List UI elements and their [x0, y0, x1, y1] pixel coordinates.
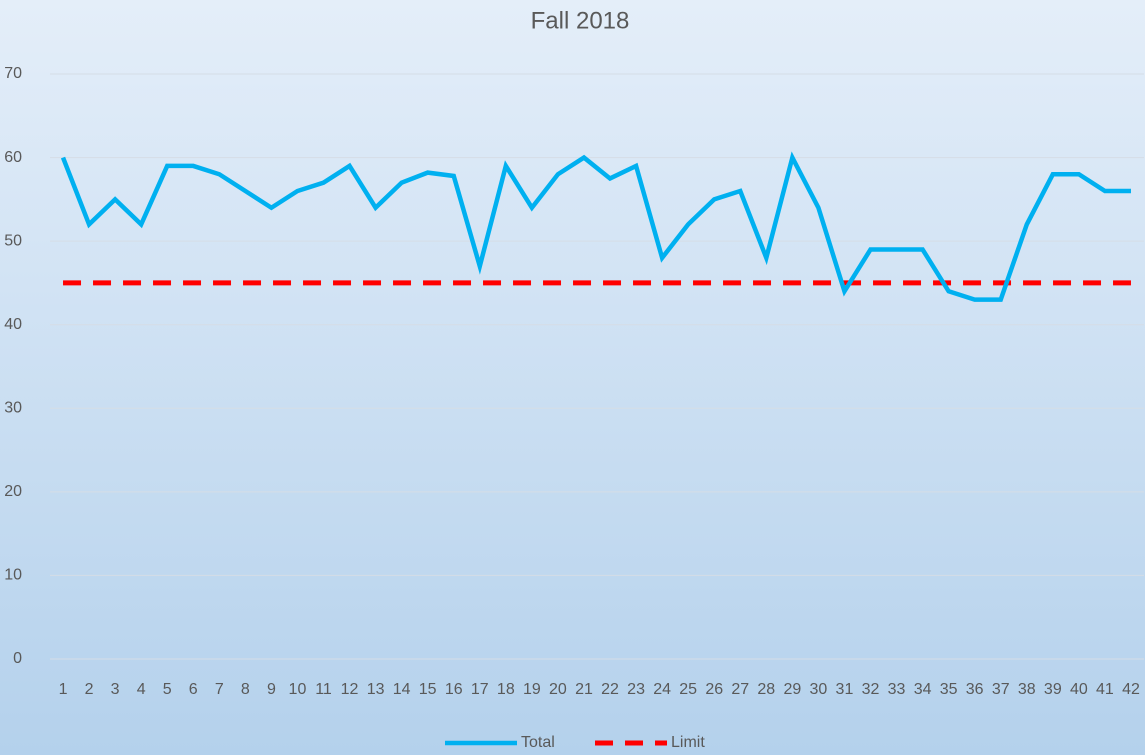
chart-title: Fall 2018	[531, 7, 630, 34]
x-tick-label: 17	[471, 681, 489, 698]
x-tick-label: 29	[783, 681, 801, 698]
y-tick-label: 50	[4, 232, 22, 249]
x-tick-label: 5	[163, 681, 172, 698]
legend-label: Total	[521, 734, 555, 751]
x-tick-label: 2	[85, 681, 94, 698]
y-tick-label: 60	[4, 149, 22, 166]
x-tick-label: 9	[267, 681, 276, 698]
x-tick-label: 19	[523, 681, 541, 698]
x-tick-label: 41	[1096, 681, 1114, 698]
x-tick-label: 26	[705, 681, 723, 698]
x-tick-label: 32	[862, 681, 880, 698]
x-tick-label: 30	[810, 681, 828, 698]
x-tick-label: 13	[367, 681, 385, 698]
x-tick-label: 1	[59, 681, 68, 698]
y-tick-label: 10	[4, 567, 22, 584]
x-tick-label: 16	[445, 681, 463, 698]
line-series	[60, 151, 1131, 302]
x-tick-label: 4	[137, 681, 146, 698]
x-tick-label: 24	[653, 681, 671, 698]
x-tick-label: 38	[1018, 681, 1036, 698]
x-tick-label: 36	[966, 681, 984, 698]
x-tick-label: 35	[940, 681, 958, 698]
x-tick-label: 21	[575, 681, 593, 698]
x-tick-label: 22	[601, 681, 619, 698]
x-tick-label: 14	[393, 681, 411, 698]
x-tick-label: 31	[836, 681, 854, 698]
y-tick-label: 0	[13, 650, 22, 667]
x-tick-label: 15	[419, 681, 437, 698]
x-tick-label: 39	[1044, 681, 1062, 698]
x-tick-label: 27	[731, 681, 749, 698]
y-tick-label: 30	[4, 400, 22, 417]
legend-label: Limit	[671, 734, 705, 751]
x-tick-label: 11	[315, 681, 332, 698]
x-tick-label: 34	[914, 681, 932, 698]
x-tick-label: 8	[241, 681, 250, 698]
x-tick-label: 23	[627, 681, 645, 698]
x-tick-label: 33	[888, 681, 906, 698]
x-tick-label: 25	[679, 681, 697, 698]
x-tick-label: 18	[497, 681, 515, 698]
y-tick-label: 20	[4, 483, 22, 500]
x-tick-label: 37	[992, 681, 1010, 698]
x-tick-label: 3	[111, 681, 120, 698]
x-tick-label: 6	[189, 681, 198, 698]
x-tick-label: 12	[341, 681, 359, 698]
x-tick-label: 42	[1122, 681, 1140, 698]
y-tick-label: 70	[4, 65, 22, 82]
y-tick-label: 40	[4, 316, 22, 333]
x-tick-label: 40	[1070, 681, 1088, 698]
x-tick-label: 28	[757, 681, 775, 698]
x-tick-label: 7	[215, 681, 224, 698]
x-tick-label: 10	[289, 681, 307, 698]
x-tick-label: 20	[549, 681, 567, 698]
